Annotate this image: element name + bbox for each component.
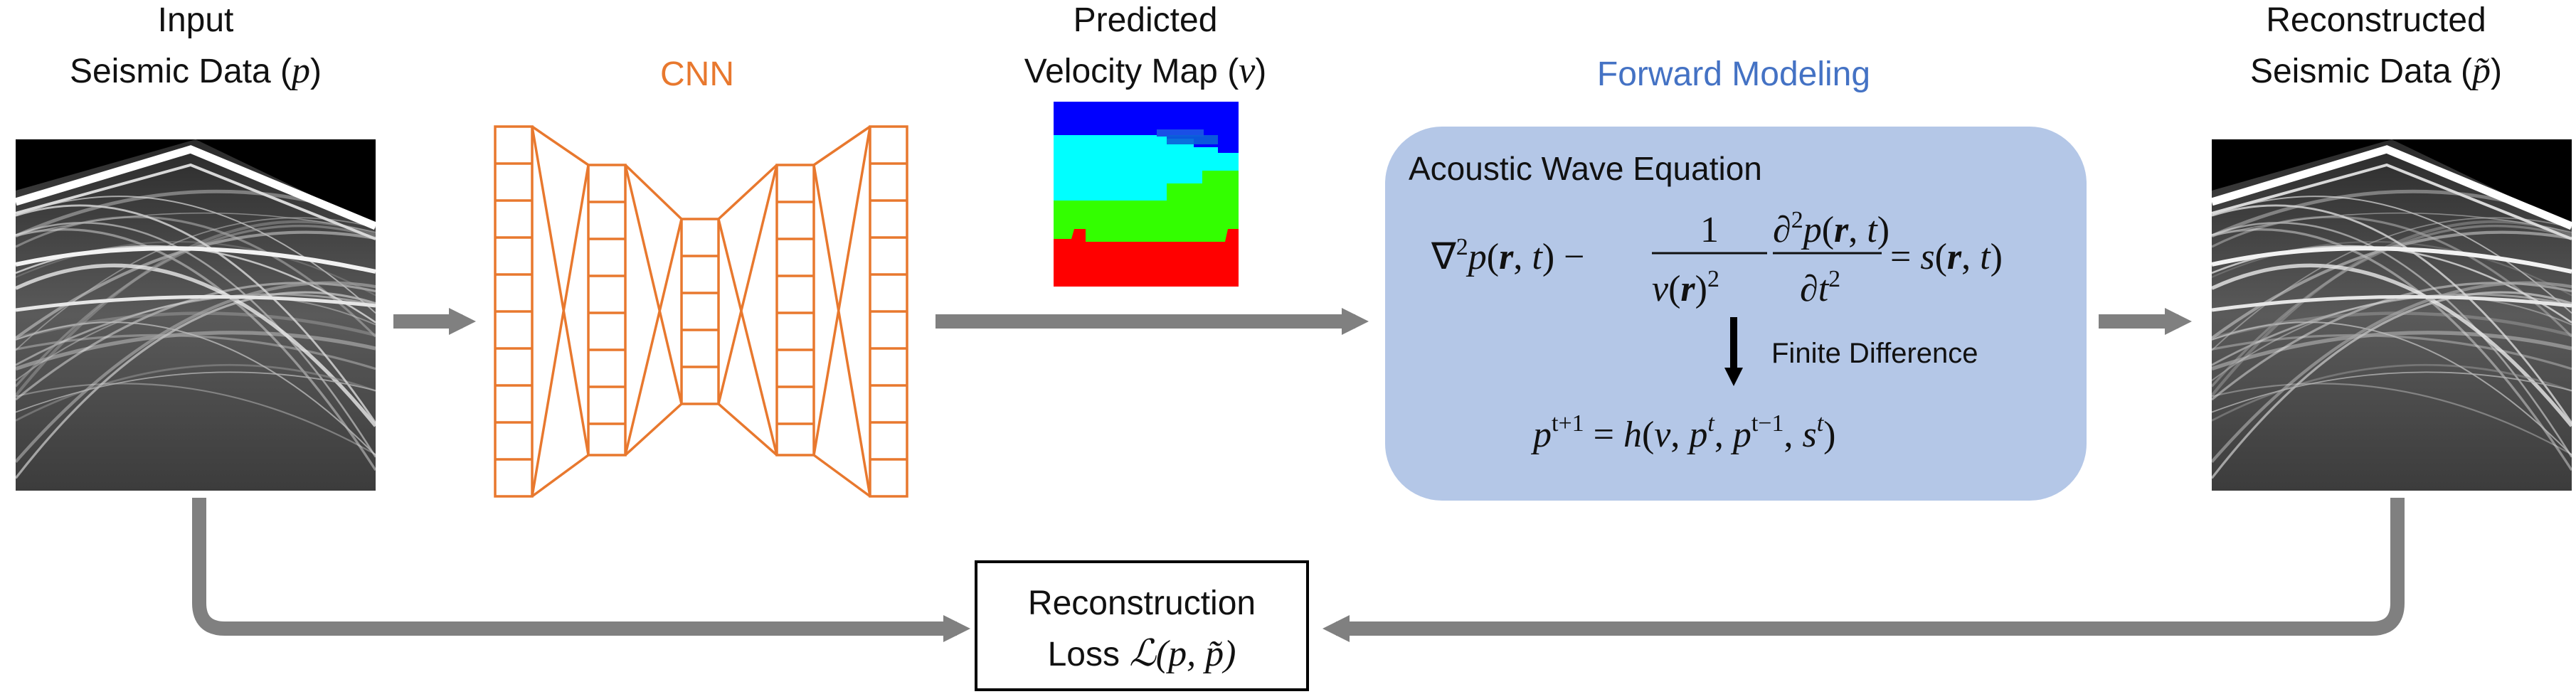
arrow-reconstructed-to-loss bbox=[1323, 498, 2405, 642]
input-seismic-image bbox=[16, 139, 376, 491]
update-equation: pt+1 = h(v, pt, pt−1, st) bbox=[1530, 410, 1835, 455]
input-label-line1: Input bbox=[158, 1, 234, 39]
loss-label-line1: Reconstruction bbox=[1028, 585, 1256, 622]
reconstructed-label-line2: Seismic Data (p̃) bbox=[2250, 50, 2502, 91]
predicted-label-line1: Predicted bbox=[1074, 1, 1218, 39]
cnn-label: CNN bbox=[660, 55, 734, 93]
finite-difference-label: Finite Difference bbox=[1771, 338, 1978, 369]
svg-text:∂2p(r, t): ∂2p(r, t) bbox=[1773, 207, 1889, 250]
acoustic-wave-equation: ∇2p(r, t) − 1 v(r)2 ∂2p(r, t) ∂t2 = s(r,… bbox=[1431, 207, 2003, 309]
arrow-input-to-loss bbox=[192, 498, 970, 642]
forward-modeling-box bbox=[1385, 127, 2087, 501]
forward-modeling-label: Forward Modeling bbox=[1597, 55, 1870, 93]
input-label-line2: Seismic Data (p) bbox=[70, 50, 322, 91]
velocity-map-image bbox=[1054, 102, 1239, 287]
reconstructed-seismic-image bbox=[2212, 139, 2572, 491]
svg-text:v(r)2: v(r)2 bbox=[1652, 266, 1719, 309]
reconstruction-loss-box bbox=[975, 560, 1309, 691]
loss-label-line2: Loss ℒ(p, p̃) bbox=[1048, 634, 1236, 674]
cnn-network-icon bbox=[494, 125, 908, 498]
svg-text:∂t2: ∂t2 bbox=[1800, 266, 1840, 309]
cnn-layer-cells bbox=[495, 162, 907, 461]
reconstructed-label-line1: Reconstructed bbox=[2266, 1, 2486, 39]
predicted-label-line2: Velocity Map (v) bbox=[1024, 50, 1267, 91]
svg-text:∇2p(r, t) −: ∇2p(r, t) − bbox=[1431, 234, 1584, 277]
equation-title: Acoustic Wave Equation bbox=[1409, 150, 1762, 187]
svg-text:1: 1 bbox=[1700, 210, 1719, 250]
svg-text:= s(r, t): = s(r, t) bbox=[1890, 237, 2003, 277]
